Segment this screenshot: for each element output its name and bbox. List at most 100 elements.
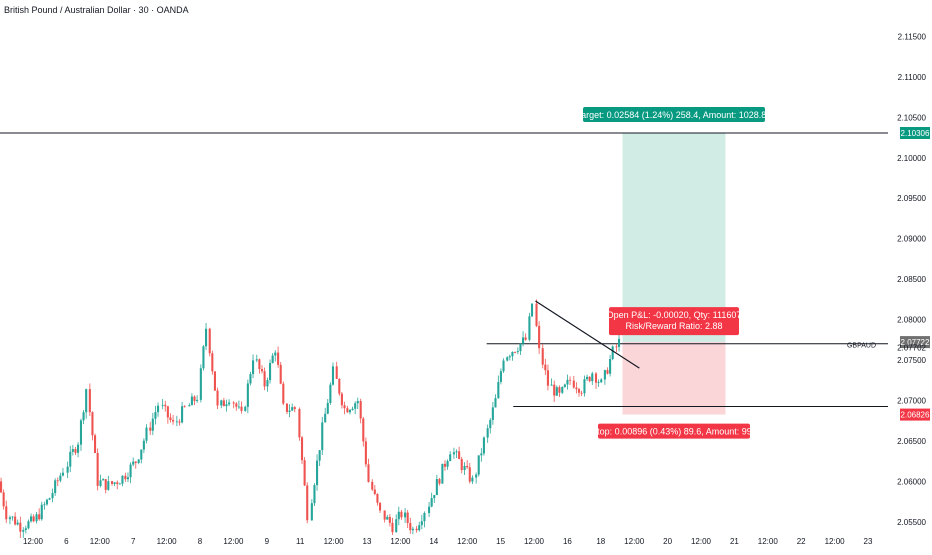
x-tick-label: 22 [797,537,806,546]
candle [99,480,102,486]
x-tick-label: 16 [563,537,572,546]
x-tick-label: 12:00 [758,537,779,546]
candle [615,346,618,348]
candle [69,451,72,467]
x-tick-label: 18 [596,537,605,546]
candle [56,480,59,482]
candle [293,407,296,410]
time-axis[interactable] [0,534,932,550]
candle [246,383,249,407]
candle [225,404,228,407]
candle [19,522,22,532]
candle [240,406,243,411]
candle [5,506,8,520]
candle [386,516,389,520]
candle [519,343,522,352]
candle [611,346,614,360]
trendline[interactable] [535,300,640,369]
candle [486,428,489,438]
y-tick-label: 2.06500 [897,437,926,446]
candle [8,517,11,520]
candle [277,352,280,365]
chart-title: British Pound / Australian Dollar · 30 ·… [4,5,189,15]
candle [528,316,531,340]
candle [181,406,184,423]
candle [211,353,214,372]
candle [566,379,569,385]
stop-label: Stop: 0.00896 (0.43%) 89.6, Amount: 990 [591,427,757,437]
candle [45,499,49,505]
x-tick-label: 14 [429,537,438,546]
current-price-tag: 2.07722 [901,338,930,347]
candle [489,419,492,429]
candle [351,408,354,410]
candle [129,464,132,478]
candle [354,403,357,409]
candle [30,516,33,522]
candle [378,502,382,511]
candle [423,512,426,522]
candle [35,514,38,522]
candle [282,383,285,404]
candle [71,449,74,452]
candle [134,461,137,464]
candle [96,453,99,486]
candle [178,421,181,423]
candle [580,392,583,394]
candle [137,459,140,464]
stop-zone[interactable] [622,342,726,415]
candle [318,450,321,461]
candle [77,444,80,453]
candle [313,485,316,504]
candle [458,451,461,460]
candle [255,359,258,361]
candle [196,399,199,401]
x-tick-label: 20 [663,537,672,546]
y-tick-label: 2.10500 [897,113,926,122]
target-price-tag-box [900,127,930,140]
candle [199,368,202,400]
candle [575,387,578,390]
candle [154,412,157,419]
candle [569,379,572,381]
candle [391,522,394,533]
candle [118,483,121,485]
candle [335,366,338,379]
candle [54,480,57,494]
x-tick-label: 12:00 [390,537,411,546]
candle [494,398,497,408]
candle [538,325,541,349]
candle [572,380,575,388]
candle [522,337,525,344]
open-pnl-label: Open P&L: -0.00020, Qty: 111607 [607,310,742,320]
candle [561,386,564,393]
risk-reward-label: Risk/Reward Ratio: 2.88 [625,321,722,331]
candle [169,417,172,421]
candle [348,409,352,413]
line-price-label: 2.07702 [897,344,926,353]
candle [326,402,329,414]
candle [516,351,519,353]
candle [438,479,441,484]
candle [409,522,412,531]
candle [535,303,538,326]
candle [237,406,240,408]
candle [43,504,46,506]
x-tick-label: 7 [131,537,136,546]
candle [79,420,83,445]
candle [395,519,398,533]
candle [466,465,469,468]
x-tick-label: 8 [198,537,203,546]
candle [420,521,423,526]
x-tick-label: 13 [363,537,372,546]
x-tick-label: 12:00 [223,537,244,546]
candle [411,528,414,531]
y-tick-label: 2.07500 [897,356,926,365]
y-tick-label: 2.10000 [897,154,926,163]
candle [193,396,196,401]
price-axis[interactable] [888,0,932,550]
stop-price-tag: 2.06826 [901,411,930,420]
candle [269,362,272,381]
